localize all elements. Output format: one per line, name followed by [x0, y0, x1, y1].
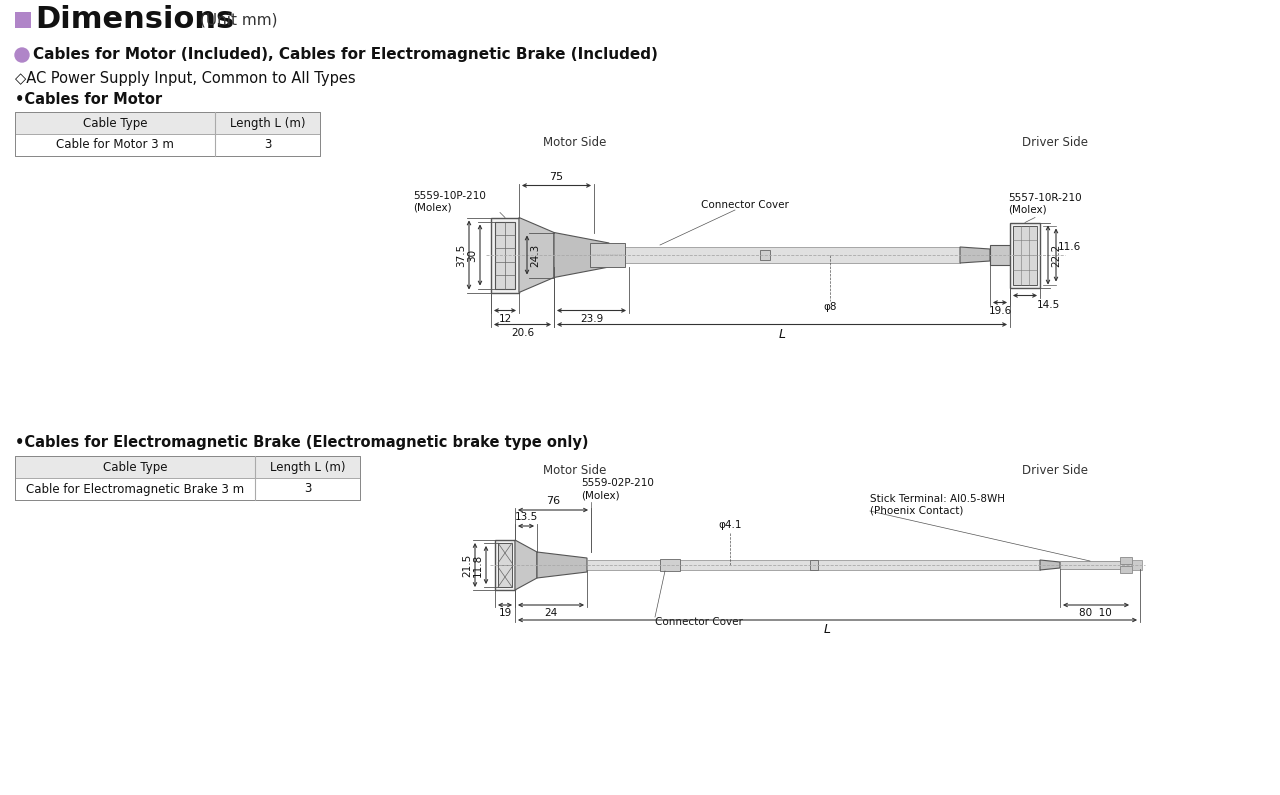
Text: Cable Type: Cable Type — [83, 117, 147, 130]
Text: Driver Side: Driver Side — [1021, 137, 1088, 149]
Polygon shape — [554, 232, 609, 277]
Text: 20.6: 20.6 — [511, 328, 534, 338]
Text: 12: 12 — [498, 313, 512, 324]
Text: Cable Type: Cable Type — [102, 460, 168, 474]
Bar — [1132, 560, 1142, 570]
Circle shape — [15, 48, 29, 62]
Text: 14.5: 14.5 — [1037, 300, 1060, 309]
Bar — [1012, 226, 1037, 285]
Polygon shape — [518, 218, 554, 293]
Bar — [15, 112, 320, 134]
Text: 24.3: 24.3 — [530, 243, 540, 266]
Text: Motor Side: Motor Side — [543, 464, 607, 478]
Text: 3: 3 — [303, 483, 311, 495]
Text: 22.2: 22.2 — [1051, 243, 1061, 266]
Bar — [492, 218, 518, 293]
Bar — [989, 245, 1010, 265]
Text: 5559-02P-210
(Molex): 5559-02P-210 (Molex) — [581, 479, 654, 500]
Bar — [15, 456, 360, 500]
Bar — [660, 559, 680, 571]
Bar — [15, 456, 360, 478]
Text: Driver Side: Driver Side — [1021, 464, 1088, 478]
Text: •Cables for Motor: •Cables for Motor — [15, 92, 163, 107]
Text: Stick Terminal: AI0.5-8WH
(Phoenix Contact): Stick Terminal: AI0.5-8WH (Phoenix Conta… — [870, 494, 1005, 516]
Text: 13.5: 13.5 — [515, 512, 538, 522]
Text: 3: 3 — [264, 138, 271, 152]
Bar — [15, 134, 320, 156]
Text: 5557-10R-210
(Molex): 5557-10R-210 (Molex) — [1009, 193, 1082, 215]
Text: 23.9: 23.9 — [580, 313, 603, 324]
Text: 19.6: 19.6 — [988, 305, 1011, 316]
Polygon shape — [538, 552, 588, 578]
Bar — [588, 560, 1039, 570]
Bar — [495, 540, 515, 590]
Text: Dimensions: Dimensions — [35, 6, 234, 34]
Text: (Unit mm): (Unit mm) — [200, 13, 278, 28]
Text: 75: 75 — [549, 172, 563, 181]
Text: φ4.1: φ4.1 — [718, 520, 741, 530]
Text: ◇AC Power Supply Input, Common to All Types: ◇AC Power Supply Input, Common to All Ty… — [15, 71, 356, 86]
Text: 11.6: 11.6 — [1059, 242, 1082, 252]
Text: 21.5: 21.5 — [462, 553, 472, 576]
Text: Cables for Motor (Included), Cables for Electromagnetic Brake (Included): Cables for Motor (Included), Cables for … — [33, 48, 658, 63]
Bar — [1010, 223, 1039, 288]
Bar — [1060, 561, 1140, 569]
Text: 76: 76 — [547, 496, 561, 506]
Text: 11.8: 11.8 — [474, 553, 483, 576]
Text: L: L — [778, 328, 786, 340]
Bar — [590, 243, 625, 267]
Bar — [15, 478, 360, 500]
Text: Cable for Motor 3 m: Cable for Motor 3 m — [56, 138, 174, 152]
Bar — [15, 12, 31, 28]
Text: 24: 24 — [544, 608, 558, 618]
Text: Connector Cover: Connector Cover — [655, 617, 742, 627]
Bar — [810, 560, 818, 570]
Text: 19: 19 — [498, 608, 512, 618]
Text: Cable for Electromagnetic Brake 3 m: Cable for Electromagnetic Brake 3 m — [26, 483, 244, 495]
Text: Length L (m): Length L (m) — [229, 117, 305, 130]
Text: Length L (m): Length L (m) — [270, 460, 346, 474]
Text: 5559-10P-210
(Molex): 5559-10P-210 (Molex) — [413, 191, 486, 212]
Polygon shape — [960, 247, 989, 263]
Text: L: L — [824, 623, 831, 636]
Bar — [495, 222, 515, 289]
Text: Motor Side: Motor Side — [543, 137, 607, 149]
Text: •Cables for Electromagnetic Brake (Electromagnetic brake type only): •Cables for Electromagnetic Brake (Elect… — [15, 435, 589, 449]
Bar — [15, 112, 320, 156]
Text: 37.5: 37.5 — [456, 243, 466, 266]
Text: Connector Cover: Connector Cover — [701, 200, 788, 210]
Text: 30: 30 — [467, 248, 477, 262]
Text: 80  10: 80 10 — [1079, 608, 1111, 618]
Bar — [1120, 566, 1132, 573]
Bar — [498, 543, 512, 587]
Bar — [609, 247, 960, 263]
Bar — [1120, 557, 1132, 564]
Polygon shape — [1039, 560, 1060, 570]
Bar — [760, 250, 771, 260]
Text: φ8: φ8 — [823, 303, 837, 312]
Polygon shape — [515, 540, 538, 590]
